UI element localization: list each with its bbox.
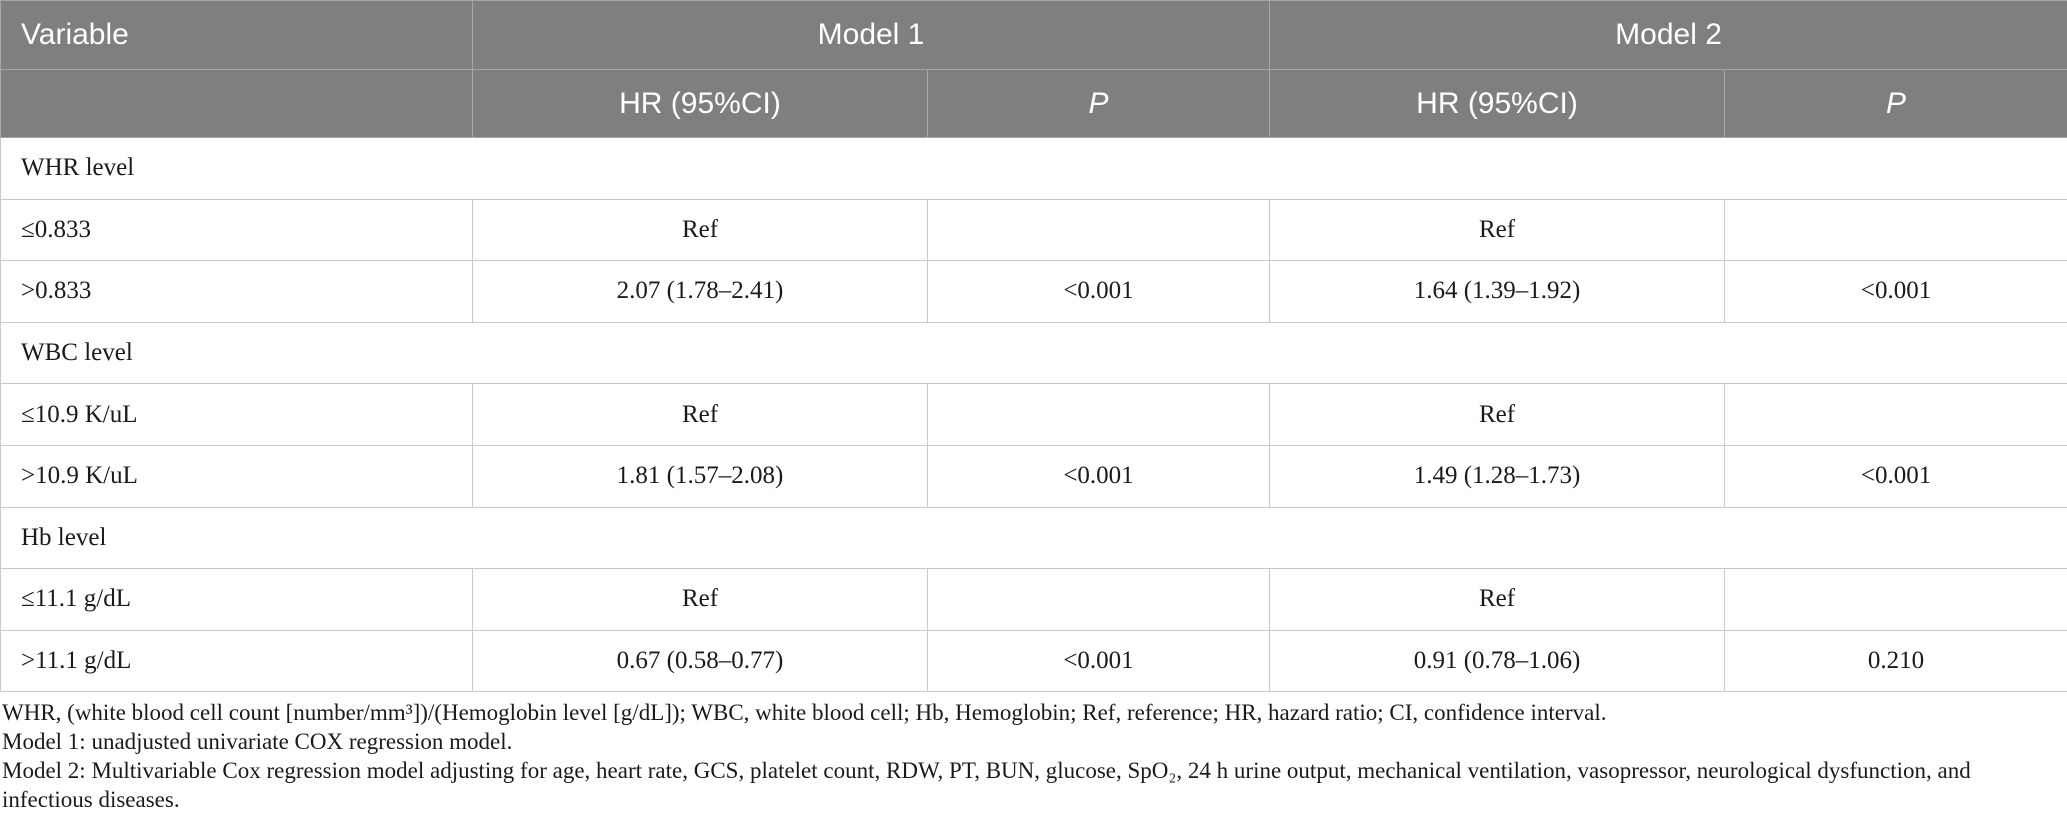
results-table: Variable Model 1 Model 2 HR (95%CI) P HR… xyxy=(0,0,2067,693)
cell: 1.81 (1.57–2.08) xyxy=(472,444,928,508)
subheader-cell: HR (95%CI) xyxy=(472,69,928,138)
subheader-cell: HR (95%CI) xyxy=(1269,69,1726,138)
table-head: Variable Model 1 Model 2 HR (95%CI) P HR… xyxy=(0,0,2067,138)
header-cell: Model 2 xyxy=(1269,0,2067,70)
cell: Ref xyxy=(1269,383,1726,446)
cell xyxy=(1724,383,2067,446)
cell: 1.64 (1.39–1.92) xyxy=(1269,260,1726,323)
subheader-cell: P xyxy=(1724,69,2067,138)
table-row: ≤11.1 g/dL Ref Ref xyxy=(0,568,2067,631)
table-row: WHR level xyxy=(0,137,2067,200)
footnote: Model 1: unadjusted univariate COX regre… xyxy=(2,729,513,755)
cell: Ref xyxy=(472,383,928,446)
cell: <0.001 xyxy=(926,629,1271,693)
cell: Ref xyxy=(472,568,928,631)
cell: Ref xyxy=(1269,198,1726,262)
cell: 0.67 (0.58–0.77) xyxy=(472,629,928,693)
footnotes: WHR, (white blood cell count [number/mm³… xyxy=(0,692,2067,814)
table-row: ≤0.833 Ref Ref xyxy=(0,198,2067,262)
subheader-cell: P xyxy=(926,69,1271,138)
group-label: Hb level xyxy=(0,506,2067,570)
header-cell xyxy=(0,69,473,138)
cell xyxy=(1724,198,2067,262)
row-label: >10.9 K/uL xyxy=(0,444,473,508)
group-label: WHR level xyxy=(0,137,2067,200)
cell: 0.91 (0.78–1.06) xyxy=(1269,629,1726,693)
cell xyxy=(926,198,1271,262)
subheader-row: HR (95%CI) P HR (95%CI) P xyxy=(0,69,2067,138)
header-cell: Variable xyxy=(0,0,473,70)
group-label: WBC level xyxy=(0,321,2067,385)
header-row: Variable Model 1 Model 2 xyxy=(0,0,2067,70)
cell xyxy=(1724,568,2067,631)
header-cell: Model 1 xyxy=(471,0,1271,70)
cell: <0.001 xyxy=(1724,444,2067,508)
cell: 0.210 xyxy=(1724,629,2067,693)
footnote: WHR, (white blood cell count [number/mm³… xyxy=(2,700,1607,726)
row-label: ≤0.833 xyxy=(0,198,473,262)
table-row: ≤10.9 K/uL Ref Ref xyxy=(0,383,2067,446)
cell: 1.49 (1.28–1.73) xyxy=(1269,444,1726,508)
cell: 2.07 (1.78–2.41) xyxy=(472,260,928,323)
cell xyxy=(926,568,1271,631)
row-label: ≤10.9 K/uL xyxy=(0,383,473,446)
row-label: >0.833 xyxy=(0,260,473,323)
cell: Ref xyxy=(472,198,928,262)
cell: Ref xyxy=(1269,568,1726,631)
row-label: ≤11.1 g/dL xyxy=(0,568,473,631)
table-row: >11.1 g/dL 0.67 (0.58–0.77) <0.001 0.91 (0.… xyxy=(0,629,2067,693)
table-row: >0.833 2.07 (1.78–2.41) <0.001 1.64 (1.39–1… xyxy=(0,260,2067,323)
cell: <0.001 xyxy=(926,444,1271,508)
table-row: WBC level xyxy=(0,321,2067,385)
cell xyxy=(926,383,1271,446)
table-body: WHR level ≤0.833 Ref Ref >0.833 2.07 (1.78–2.… xyxy=(0,137,2067,693)
cell: <0.001 xyxy=(926,260,1271,323)
cell: <0.001 xyxy=(1724,260,2067,323)
row-label: >11.1 g/dL xyxy=(0,629,473,693)
table-row: Hb level xyxy=(0,506,2067,570)
footnote: Model 2: Multivariable Cox regression mo… xyxy=(2,758,1971,813)
table-row: >10.9 K/uL 1.81 (1.57–2.08) <0.001 1.49 (1.… xyxy=(0,444,2067,508)
